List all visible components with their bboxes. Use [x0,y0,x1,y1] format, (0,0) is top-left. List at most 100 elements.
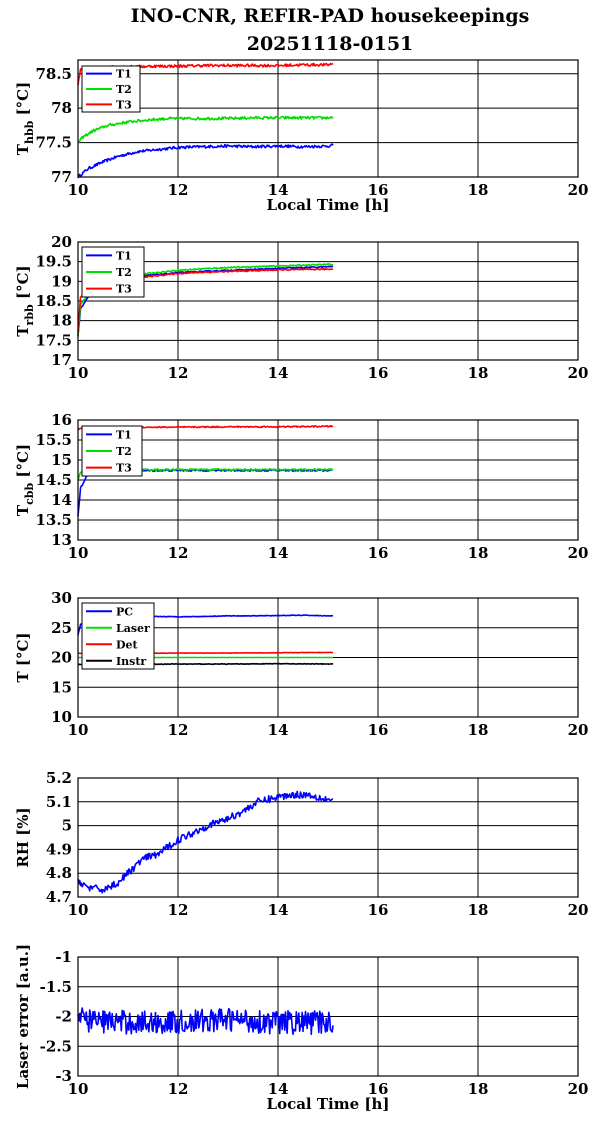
y-tick-label: 5.2 [46,769,72,787]
y-tick-label: 18.5 [35,292,72,310]
y-tick-label: -1 [55,948,72,966]
x-tick-label: 10 [68,1080,89,1098]
x-tick-label: 16 [368,1080,389,1098]
panel-5: 10 12 14 16 18 20 4.7 4.8 4.9 5 5.1 5.2 RH [%] [14,769,588,919]
y-axis-label: RH [%] [14,807,32,867]
y-tick-label: -3 [55,1067,72,1085]
y-tick-label: 4.9 [46,840,72,858]
x-tick-label: 18 [468,901,489,919]
y-tick-label: 15.5 [35,431,72,449]
x-tick-label: 14 [268,901,289,919]
x-tick-label: 14 [268,364,289,382]
figure-title-line2: 20251118-0151 [247,33,414,55]
legend-label: T1 [116,428,132,441]
x-tick-label: 10 [68,721,89,739]
x-tick-label: 14 [268,721,289,739]
legend-label: T3 [116,98,132,111]
series-line-t1 [77,468,334,517]
y-axis-label: T [°C] [14,632,32,682]
x-tick-label: 18 [468,364,489,382]
legend: T1 T2 T3 [81,425,143,477]
panels-container: 10 12 14 16 18 20 77 77.5 78 78.5 Local Time [h] Th… [14,59,589,1113]
legend-label: T3 [116,462,132,475]
x-tick-label: 18 [468,544,489,562]
y-tick-label: -1.5 [40,978,72,996]
y-tick-label: 20 [51,649,72,667]
y-tick-label: 17.5 [35,331,72,349]
y-tick-label: 5 [62,817,72,835]
y-tick-label: 4.8 [46,864,72,882]
x-tick-label: 18 [468,1080,489,1098]
panel-4: 10 12 14 16 18 20 10 15 20 25 30 T [°C] PC Laser Det In… [14,589,588,739]
x-tick-label: 12 [168,1080,189,1098]
plot-frame [77,956,579,1077]
y-tick-label: 17 [51,351,72,369]
x-axis-label: Local Time [h] [267,1095,390,1113]
legend-label: PC [116,605,133,618]
plot-frame [77,777,579,898]
y-tick-label: 30 [51,589,72,607]
y-tick-label: 78 [51,99,72,117]
x-tick-label: 20 [568,901,589,919]
x-tick-label: 20 [568,364,589,382]
plot-frame [77,597,579,718]
x-tick-label: 16 [368,721,389,739]
y-tick-label: 20 [51,233,72,251]
x-tick-label: 16 [368,901,389,919]
x-tick-label: 16 [368,181,389,199]
x-tick-label: 10 [68,364,89,382]
legend-label: T1 [116,249,132,262]
legend-label: Det [116,638,139,651]
plot-frame [77,59,579,178]
y-tick-label: 4.7 [46,888,72,906]
y-tick-label: 15 [51,451,72,469]
x-tick-label: 10 [68,901,89,919]
series-line-data [77,1007,334,1036]
x-tick-label: 20 [568,181,589,199]
x-tick-label: 14 [268,181,289,199]
legend: T1 T2 T3 [81,65,141,113]
y-tick-label: 13.5 [35,511,72,529]
y-tick-label: 15 [51,678,72,696]
x-tick-label: 10 [68,181,89,199]
legend: T1 T2 T3 [81,246,145,298]
plot-frame [77,419,579,541]
y-axis-label: Thbb [°C] [14,82,36,155]
x-tick-label: 16 [368,364,389,382]
figure-title-line1: INO-CNR, REFIR-PAD housekeepings [131,5,530,27]
x-tick-label: 12 [168,364,189,382]
panel-1: 10 12 14 16 18 20 77 77.5 78 78.5 Local Time [h] Th… [14,59,589,214]
y-tick-label: 77 [51,168,72,186]
y-tick-label: 77.5 [35,134,72,152]
y-tick-label: 14 [51,491,72,509]
y-tick-label: 19 [51,272,72,290]
plot-frame [77,241,579,361]
y-tick-label: 19.5 [35,253,72,271]
x-tick-label: 18 [468,181,489,199]
y-tick-label: 5.1 [46,793,72,811]
x-tick-label: 12 [168,721,189,739]
y-tick-label: 25 [51,619,72,637]
x-tick-label: 10 [68,544,89,562]
legend-label: Laser [116,622,150,635]
series-line-t2 [77,115,334,144]
x-tick-label: 18 [468,721,489,739]
x-tick-label: 14 [268,1080,289,1098]
y-tick-label: -2 [55,1008,72,1026]
x-tick-label: 16 [368,544,389,562]
legend: PC Laser Det Instr [81,602,155,670]
y-tick-label: 14.5 [35,471,72,489]
series-line-t1 [77,143,334,179]
legend-label: T2 [116,445,132,458]
y-axis-label: Laser error [a.u.] [14,944,32,1089]
legend-label: T2 [116,266,132,279]
x-tick-label: 20 [568,544,589,562]
panel-3: 10 12 14 16 18 20 13 13.5 14 14.5 15 15.5 16 Tcbb [°C… [14,411,588,562]
x-tick-label: 12 [168,181,189,199]
y-tick-label: 13 [51,531,72,549]
y-axis-label: Tcbb [°C] [14,444,36,516]
x-axis-label: Local Time [h] [267,196,390,214]
x-tick-label: 20 [568,721,589,739]
